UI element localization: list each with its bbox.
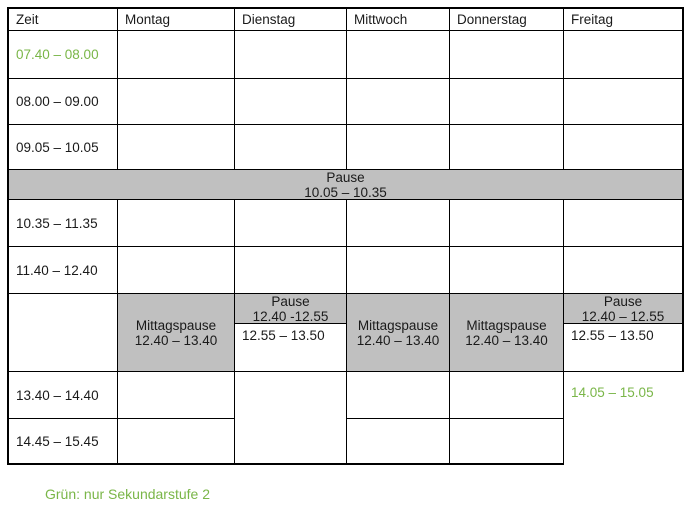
pause-band-time: 10.05 – 10.35 bbox=[304, 184, 387, 200]
mittagspause-mittwoch: Mittagspause 12.40 – 13.40 bbox=[347, 294, 450, 372]
slot-donnerstag-0740 bbox=[450, 31, 564, 79]
time-0905-1005: 09.05 – 10.05 bbox=[9, 125, 118, 170]
slot-dienstag-0905 bbox=[235, 125, 347, 170]
slot-donnerstag-1340 bbox=[450, 372, 564, 419]
slot-mittwoch-1035 bbox=[347, 200, 450, 247]
timetable: Zeit Montag Dienstag Mittwoch Donnerstag… bbox=[7, 7, 684, 465]
slot-donnerstag-1445 bbox=[450, 419, 564, 465]
slot-mittwoch-0800 bbox=[347, 79, 450, 125]
slot-dienstag-1350-tall bbox=[235, 372, 347, 465]
slot-freitag-1140 bbox=[564, 247, 684, 294]
slot-freitag-0740 bbox=[564, 31, 684, 79]
header-dienstag: Dienstag bbox=[235, 9, 347, 31]
slot-freitag-0800 bbox=[564, 79, 684, 125]
header-mittwoch: Mittwoch bbox=[347, 9, 450, 31]
slot-donnerstag-1140 bbox=[450, 247, 564, 294]
slot-montag-1140 bbox=[118, 247, 235, 294]
time-midday-empty bbox=[9, 294, 118, 372]
slot-freitag-1405: 14.05 – 15.05 bbox=[564, 372, 684, 465]
slot-donnerstag-1035 bbox=[450, 200, 564, 247]
pause-freitag: Pause 12.40 – 12.55 bbox=[564, 294, 684, 324]
time-1445-1545: 14.45 – 15.45 bbox=[9, 419, 118, 465]
slot-donnerstag-0800 bbox=[450, 79, 564, 125]
pause-dienstag-label: Pause bbox=[271, 293, 310, 309]
slot-freitag-1255: 12.55 – 13.50 bbox=[564, 324, 684, 372]
slot-montag-1340 bbox=[118, 372, 235, 419]
slot-mittwoch-1445 bbox=[347, 419, 450, 465]
freitag-extra-time: 14.05 – 15.05 bbox=[571, 385, 654, 400]
mittagspause-label: Mittagspause bbox=[466, 317, 547, 333]
slot-montag-1035 bbox=[118, 200, 235, 247]
slot-montag-1445 bbox=[118, 419, 235, 465]
slot-donnerstag-0905 bbox=[450, 125, 564, 170]
mittagspause-time: 12.40 – 13.40 bbox=[356, 332, 440, 348]
mittagspause-donnerstag: Mittagspause 12.40 – 13.40 bbox=[450, 294, 564, 372]
slot-montag-0905 bbox=[118, 125, 235, 170]
pause-freitag-time: 12.40 – 12.55 bbox=[581, 308, 665, 324]
pause-dienstag-time: 12.40 -12.55 bbox=[252, 308, 329, 324]
slot-mittwoch-1140 bbox=[347, 247, 450, 294]
slot-mittwoch-1340 bbox=[347, 372, 450, 419]
pause-band: Pause 10.05 – 10.35 bbox=[9, 170, 684, 200]
slot-freitag-0905 bbox=[564, 125, 684, 170]
mittagspause-montag: Mittagspause 12.40 – 13.40 bbox=[118, 294, 235, 372]
time-0800-0900: 08.00 – 09.00 bbox=[9, 79, 118, 125]
slot-dienstag-0800 bbox=[235, 79, 347, 125]
time-1340-1440: 13.40 – 14.40 bbox=[9, 372, 118, 419]
mittagspause-time: 12.40 – 13.40 bbox=[465, 332, 548, 348]
slot-dienstag-0740 bbox=[235, 31, 347, 79]
mittagspause-time: 12.40 – 13.40 bbox=[134, 332, 218, 348]
mittagspause-label: Mittagspause bbox=[357, 317, 439, 333]
legend-gruen: Grün: nur Sekundarstufe 2 bbox=[45, 486, 210, 502]
time-0740-0800: 07.40 – 08.00 bbox=[9, 31, 118, 79]
header-donnerstag: Donnerstag bbox=[450, 9, 564, 31]
slot-mittwoch-0905 bbox=[347, 125, 450, 170]
header-freitag: Freitag bbox=[564, 9, 684, 31]
pause-freitag-label: Pause bbox=[603, 293, 643, 309]
slot-montag-0800 bbox=[118, 79, 235, 125]
slot-freitag-1035 bbox=[564, 200, 684, 247]
slot-mittwoch-0740 bbox=[347, 31, 450, 79]
pause-band-label: Pause bbox=[326, 169, 365, 185]
slot-dienstag-1255: 12.55 – 13.50 bbox=[235, 324, 347, 372]
mittagspause-label: Mittagspause bbox=[135, 317, 217, 333]
header-montag: Montag bbox=[118, 9, 235, 31]
slot-dienstag-1140 bbox=[235, 247, 347, 294]
time-1140-1240: 11.40 – 12.40 bbox=[9, 247, 118, 294]
header-zeit: Zeit bbox=[9, 9, 118, 31]
pause-dienstag: Pause 12.40 -12.55 bbox=[235, 294, 347, 324]
slot-montag-0740 bbox=[118, 31, 235, 79]
time-1035-1135: 10.35 – 11.35 bbox=[9, 200, 118, 247]
slot-dienstag-1035 bbox=[235, 200, 347, 247]
